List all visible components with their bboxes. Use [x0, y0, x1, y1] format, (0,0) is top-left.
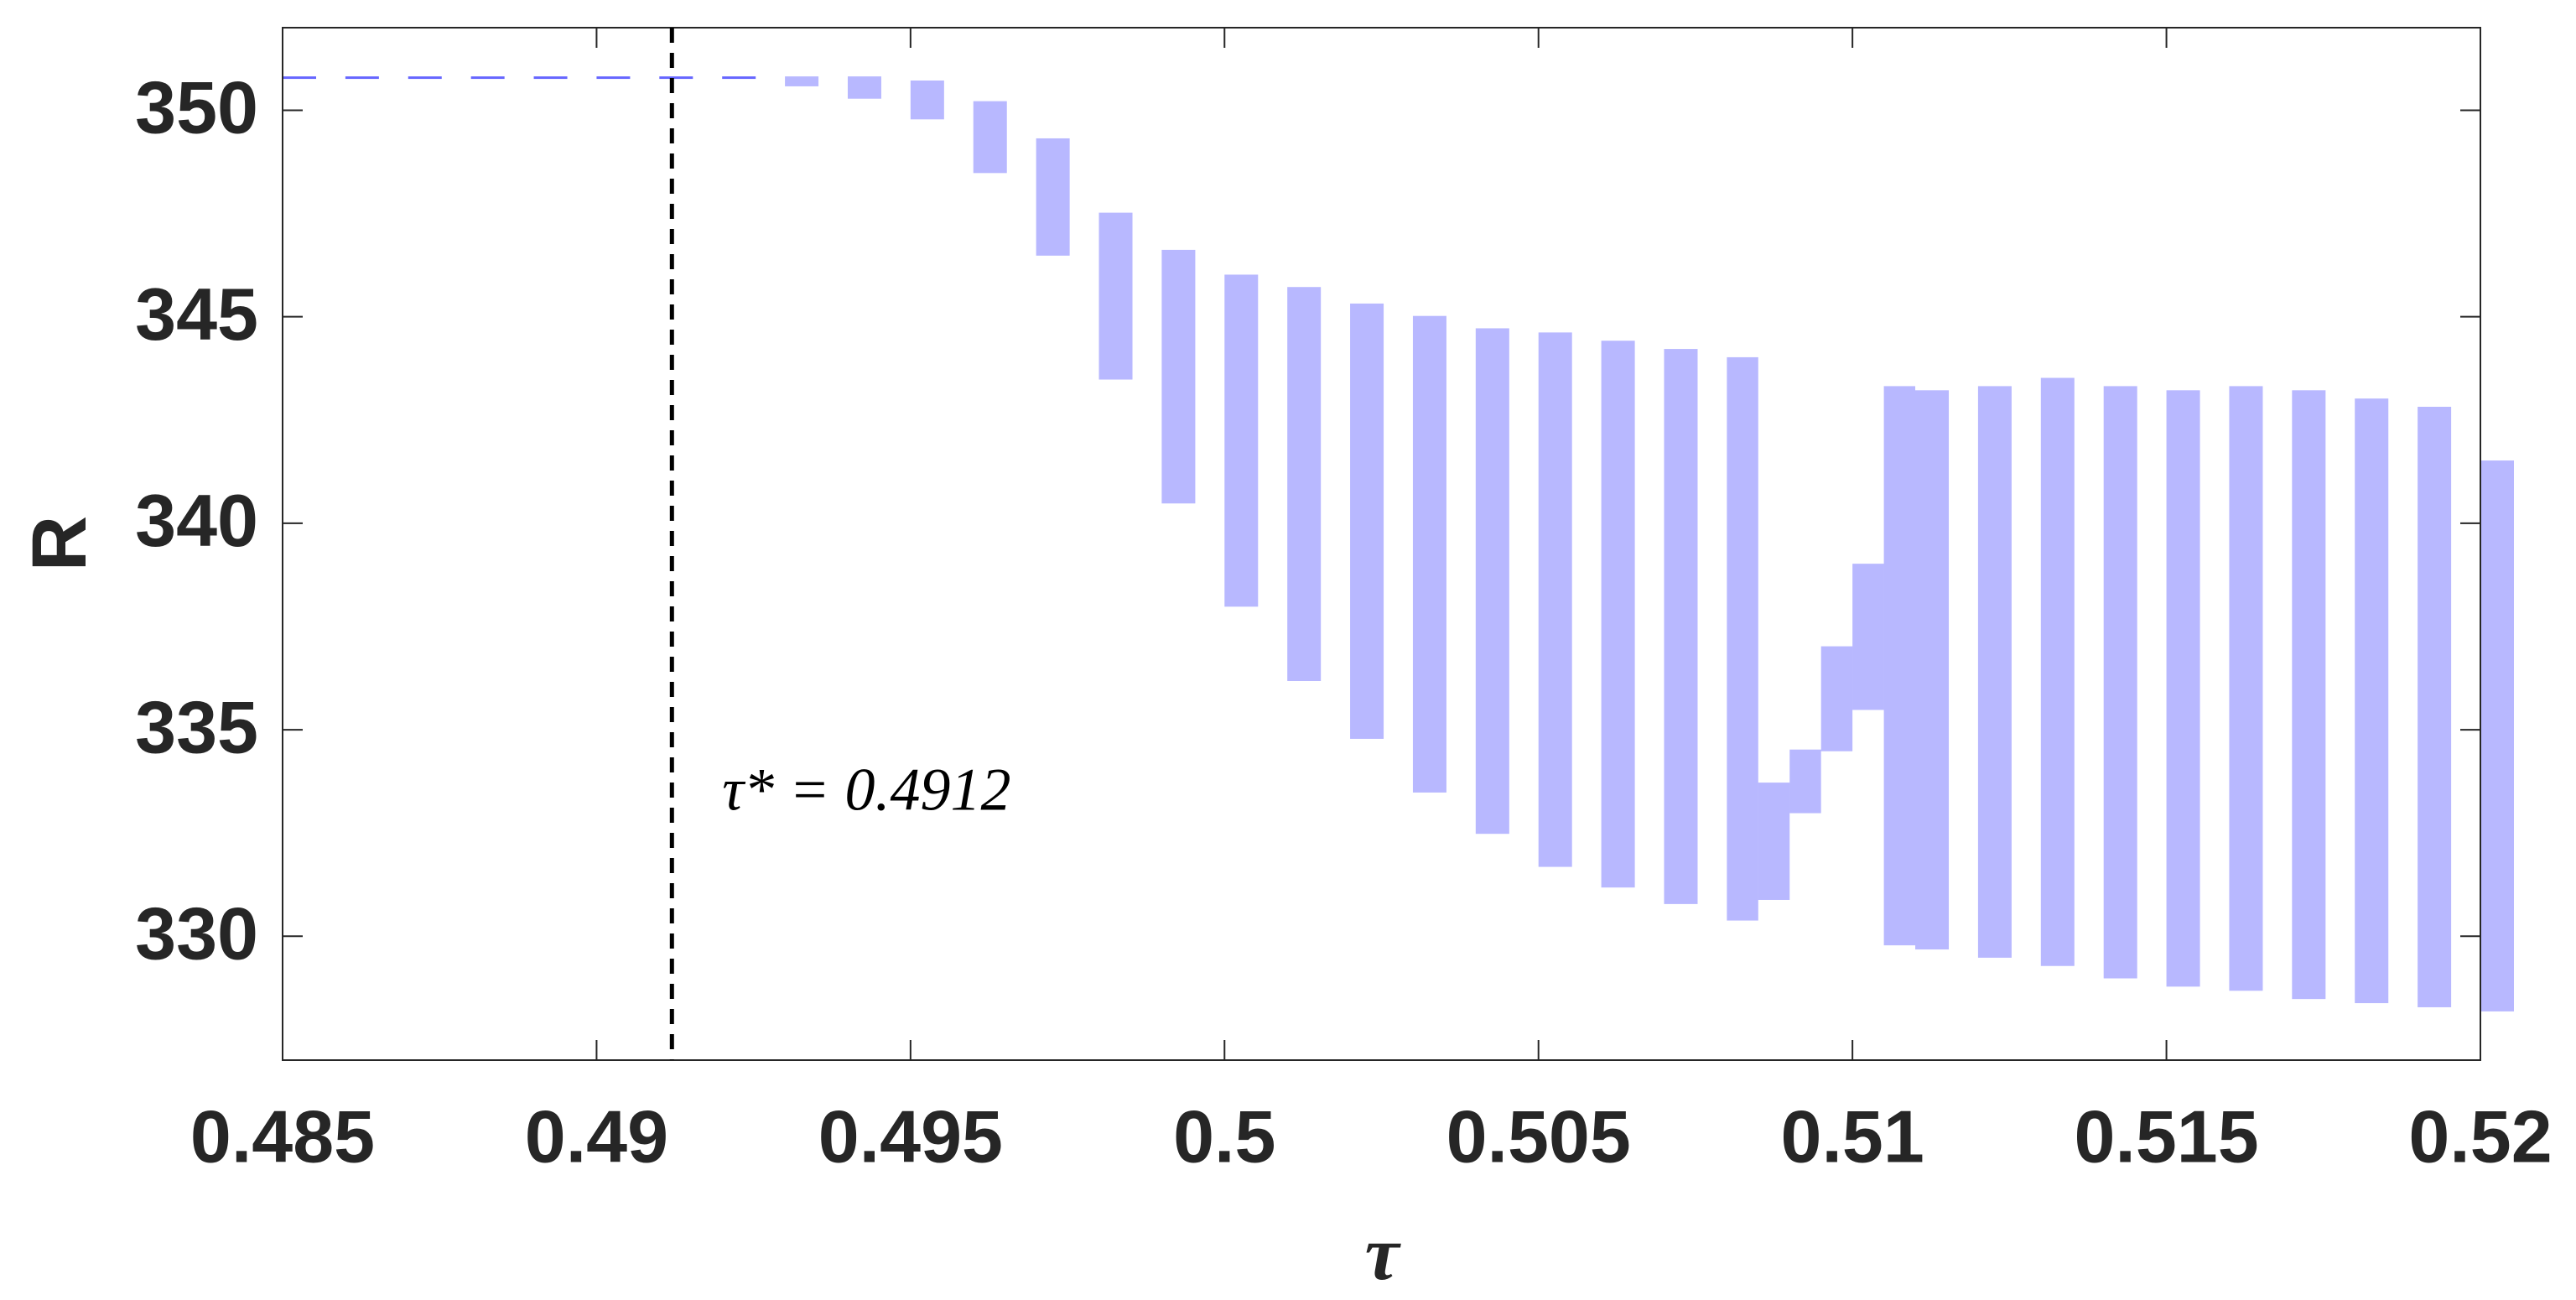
range-band: [470, 76, 505, 80]
range-band: [1664, 349, 1698, 904]
range-band: [1820, 646, 1853, 751]
x-tick-label: 0.495: [818, 1095, 1003, 1178]
range-band: [1287, 287, 1322, 681]
range-band: [1915, 390, 1950, 950]
range-band: [283, 76, 316, 80]
range-band: [2355, 398, 2389, 1004]
y-tick-label: 335: [135, 685, 258, 768]
range-band: [1852, 564, 1884, 710]
x-tick-label: 0.515: [2074, 1095, 2258, 1178]
range-band: [1727, 356, 1758, 921]
range-band: [2418, 407, 2452, 1007]
y-tick-label: 350: [135, 66, 258, 149]
y-tick-label: 340: [135, 479, 258, 562]
range-band: [1538, 332, 1572, 867]
range-band: [596, 76, 631, 80]
range-band: [1412, 315, 1446, 793]
range-band: [1161, 249, 1196, 504]
range-band: [1789, 749, 1821, 814]
range-band: [785, 76, 819, 86]
range-band: [1098, 212, 1133, 380]
x-tick-label: 0.51: [1781, 1095, 1924, 1178]
range-band: [973, 101, 1007, 174]
range-band: [1977, 386, 2012, 958]
range-band: [345, 76, 379, 80]
range-band: [1601, 341, 1635, 888]
range-band: [722, 76, 756, 80]
range-band: [2040, 377, 2075, 966]
y-axis-label: R: [17, 516, 102, 571]
range-band: [1224, 274, 1259, 607]
range-band: [408, 76, 442, 80]
range-band: [533, 76, 568, 80]
range-band: [1350, 303, 1384, 739]
range-band: [2166, 390, 2200, 987]
range-band: [2292, 390, 2326, 1000]
range-band: [659, 76, 693, 80]
y-tick-label: 330: [135, 892, 258, 975]
x-tick-label: 0.52: [2408, 1095, 2552, 1178]
x-tick-label: 0.5: [1173, 1095, 1275, 1178]
x-tick-label: 0.49: [525, 1095, 668, 1178]
range-band: [1036, 138, 1070, 256]
range-band: [910, 81, 944, 120]
range-band: [1475, 328, 1509, 835]
range-band: [2103, 386, 2137, 979]
range-band: [1758, 783, 1790, 900]
x-axis-label: τ: [1365, 1210, 1402, 1296]
y-tick-label: 345: [135, 273, 258, 356]
x-tick-label: 0.505: [1446, 1095, 1631, 1178]
range-band: [2229, 386, 2263, 991]
annotation: τ* = 0.4912: [722, 756, 1010, 823]
x-tick-label: 0.485: [190, 1095, 375, 1178]
plot-frame: [282, 27, 2481, 1061]
range-band: [847, 76, 881, 99]
range-band: [2480, 460, 2514, 1011]
range-band: [1883, 386, 1916, 946]
